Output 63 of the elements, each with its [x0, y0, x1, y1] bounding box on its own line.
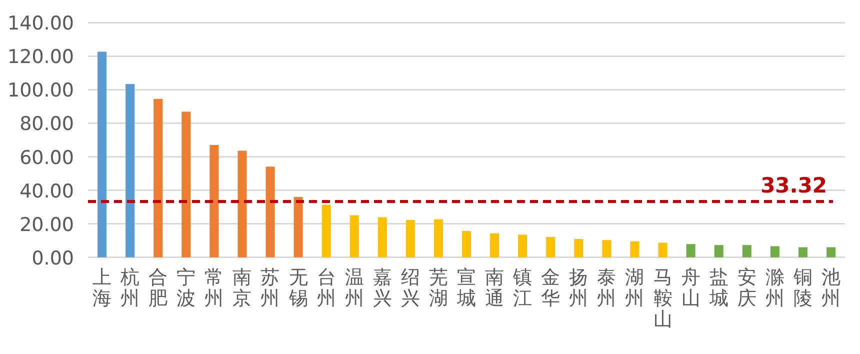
x-tick-label: 马鞍山 [653, 266, 672, 330]
x-tick-label: 泰州 [597, 266, 616, 310]
x-tick-label: 安庆 [737, 266, 756, 310]
bar [238, 150, 247, 258]
y-tick-label: 140.00 [8, 12, 74, 35]
bar [98, 52, 107, 258]
y-tick-label: 100.00 [8, 80, 74, 102]
x-tick-label: 镇江 [512, 266, 532, 310]
x-tick-label: 合肥 [148, 266, 168, 310]
x-tick-label: 扬州 [569, 266, 588, 310]
x-tick-label: 嘉兴 [372, 266, 392, 310]
x-tick-label: 铜陵 [792, 266, 812, 310]
x-tick-label: 温州 [344, 266, 364, 310]
bar [742, 245, 752, 258]
x-tick-label: 上海 [92, 266, 112, 310]
bar [294, 196, 303, 258]
bar [126, 84, 135, 258]
y-tick-label: 60.00 [20, 146, 74, 169]
bar [630, 241, 640, 258]
x-tick-label: 无锡 [288, 266, 308, 310]
bar [798, 247, 808, 258]
x-tick-label: 南京 [232, 266, 252, 310]
x-tick-label: 绍兴 [400, 266, 420, 310]
x-tick-label: 常州 [204, 266, 224, 310]
x-tick-label: 宣城 [456, 266, 476, 310]
bar [658, 242, 668, 258]
x-tick-label: 宁波 [176, 266, 196, 310]
bar [322, 204, 331, 258]
bar [434, 219, 443, 258]
y-tick-label: 40.00 [20, 180, 74, 202]
y-tick-label: 80.00 [20, 113, 74, 136]
bar [154, 98, 163, 258]
bar [714, 245, 724, 258]
x-tick-label: 杭州 [120, 266, 140, 310]
y-tick-label: 20.00 [20, 214, 74, 236]
bar [406, 220, 415, 258]
bar [210, 145, 219, 258]
bar [266, 166, 275, 258]
bar [826, 247, 836, 258]
ref-line-label: 33.32 [760, 173, 827, 198]
y-tick-label: 0.00 [32, 247, 74, 270]
bar [686, 244, 696, 258]
bar [546, 237, 556, 258]
x-tick-label: 芜湖 [428, 266, 448, 310]
bar [182, 112, 191, 258]
x-tick-label: 湖州 [625, 266, 644, 310]
x-tick-label: 金华 [541, 266, 560, 310]
x-tick-label: 舟山 [681, 266, 700, 310]
x-tick-label: 滁州 [765, 266, 784, 310]
bar [518, 234, 528, 258]
bar [574, 239, 584, 258]
x-tick-label: 台州 [316, 266, 336, 310]
x-tick-label: 池州 [821, 266, 840, 310]
x-tick-label: 苏州 [260, 266, 280, 310]
bar [770, 246, 780, 258]
bar [462, 230, 471, 258]
bar [602, 240, 612, 258]
x-tick-label: 盐城 [708, 266, 728, 310]
bar [378, 217, 387, 258]
bar [350, 215, 359, 258]
bar [490, 233, 500, 258]
y-tick-label: 120.00 [8, 46, 74, 68]
x-tick-label: 南通 [485, 266, 504, 310]
